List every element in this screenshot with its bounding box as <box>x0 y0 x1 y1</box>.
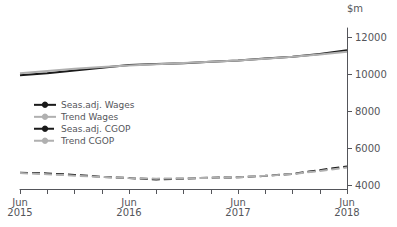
svg-text:Seas.adj. CGOP: Seas.adj. CGOP <box>61 124 131 134</box>
svg-text:2016: 2016 <box>116 207 141 218</box>
svg-text:Seas.adj. Wages: Seas.adj. Wages <box>61 100 135 110</box>
svg-text:Jun: Jun <box>339 196 355 208</box>
svg-text:Trend CGOP: Trend CGOP <box>60 136 115 146</box>
svg-text:2017: 2017 <box>225 207 250 218</box>
svg-text:10000: 10000 <box>355 69 387 80</box>
svg-text:Jun: Jun <box>121 196 137 208</box>
svg-text:2015: 2015 <box>7 207 32 218</box>
svg-text:4000: 4000 <box>355 180 380 191</box>
svg-text:2018: 2018 <box>334 207 359 218</box>
svg-text:$m: $m <box>347 3 363 14</box>
svg-text:12000: 12000 <box>355 32 387 43</box>
svg-text:8000: 8000 <box>355 106 380 117</box>
svg-text:6000: 6000 <box>355 143 380 154</box>
svg-text:Jun: Jun <box>230 196 246 208</box>
svg-text:Jun: Jun <box>12 196 28 208</box>
svg-text:Trend Wages: Trend Wages <box>60 112 119 122</box>
